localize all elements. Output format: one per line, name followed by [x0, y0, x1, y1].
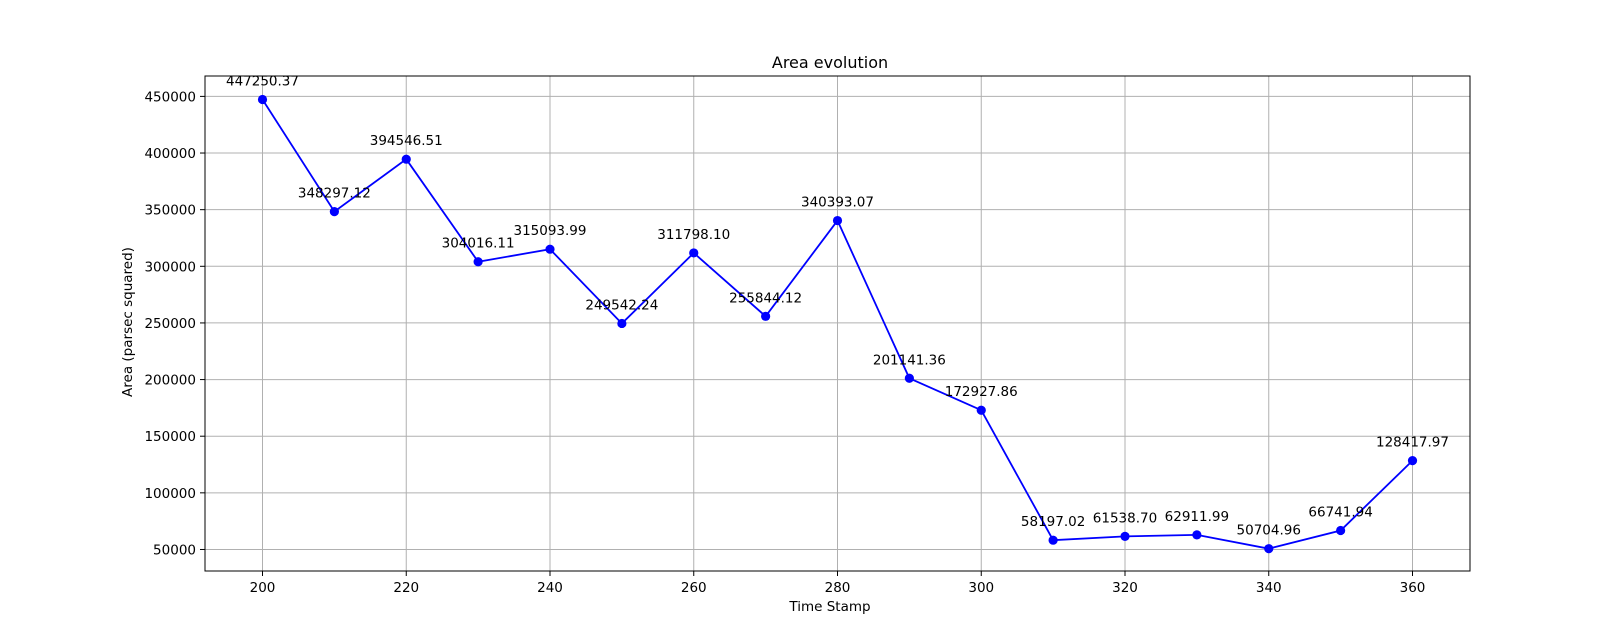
data-point: [1048, 535, 1058, 545]
plot-frame: [204, 75, 1471, 572]
data-point: [473, 257, 483, 267]
x-tick-label: 220: [393, 580, 419, 596]
data-label: 201141.36: [873, 352, 946, 368]
data-label-layer: 447250.37 348297.12 394546.51 304016.113150…: [226, 74, 1449, 539]
x-tick-label: 320: [1112, 580, 1138, 596]
y-axis-title: Area (parsec squared): [120, 247, 136, 397]
data-label: 315093.99: [513, 223, 586, 239]
x-tick-label: 280: [825, 580, 851, 596]
data-label: 128417.97: [1376, 435, 1449, 451]
data-label: 249542.24: [585, 297, 658, 313]
data-label: 394546.51: [370, 133, 443, 149]
y-tick-label: 100000: [144, 486, 196, 502]
data-point: [976, 405, 986, 415]
data-point: [761, 311, 771, 321]
data-point: [832, 215, 843, 226]
data-point: [689, 248, 699, 258]
x-tick-label: 300: [968, 580, 994, 596]
data-point: [1192, 530, 1202, 540]
data-point: [545, 244, 555, 254]
data-label: 348297.12: [298, 186, 371, 202]
data-label: 61538.70: [1093, 510, 1157, 526]
data-label: 172927.86: [945, 384, 1018, 400]
y-tick-label: 450000: [144, 89, 196, 105]
data-label: 50704.96: [1237, 523, 1301, 539]
marker-layer: [257, 94, 1418, 554]
data-point: [401, 154, 411, 164]
x-tick-label: 260: [681, 580, 707, 596]
axis-layer: 200 220 240 260 280 300 320 340 360 50000 100000 15…: [144, 75, 1471, 596]
x-tick-label: 200: [250, 580, 276, 596]
y-tick-label: 400000: [144, 146, 196, 162]
y-tick-label: 350000: [144, 203, 196, 219]
y-tick-label: 50000: [153, 542, 196, 558]
data-label: 340393.07: [801, 195, 874, 211]
y-tick-label: 300000: [144, 259, 196, 275]
data-label: 255844.12: [729, 290, 802, 306]
x-tick-label: 340: [1256, 580, 1282, 596]
data-point: [1264, 544, 1274, 554]
x-axis-title: Time Stamp: [788, 599, 870, 615]
y-tick-label: 150000: [144, 429, 196, 445]
data-label: 66741.94: [1308, 505, 1372, 521]
data-point: [617, 318, 627, 329]
grid-layer: [205, 76, 1470, 571]
data-label: 62911.99: [1165, 509, 1229, 525]
x-tick-label: 360: [1400, 580, 1426, 596]
data-label: 311798.10: [657, 227, 730, 243]
data-point: [257, 94, 268, 105]
data-point: [1120, 531, 1130, 542]
y-tick-label: 250000: [144, 316, 196, 332]
x-tick-label: 240: [537, 580, 563, 596]
chart-title: Area evolution: [772, 53, 888, 72]
data-point: [1407, 456, 1418, 466]
data-point: [904, 373, 914, 383]
data-label: 304016.11: [442, 236, 515, 252]
data-label: 447250.37: [226, 74, 299, 90]
data-label: 58197.02: [1021, 514, 1085, 530]
data-point: [1336, 525, 1346, 536]
y-tick-label: 200000: [144, 373, 196, 389]
data-point: [329, 206, 339, 217]
